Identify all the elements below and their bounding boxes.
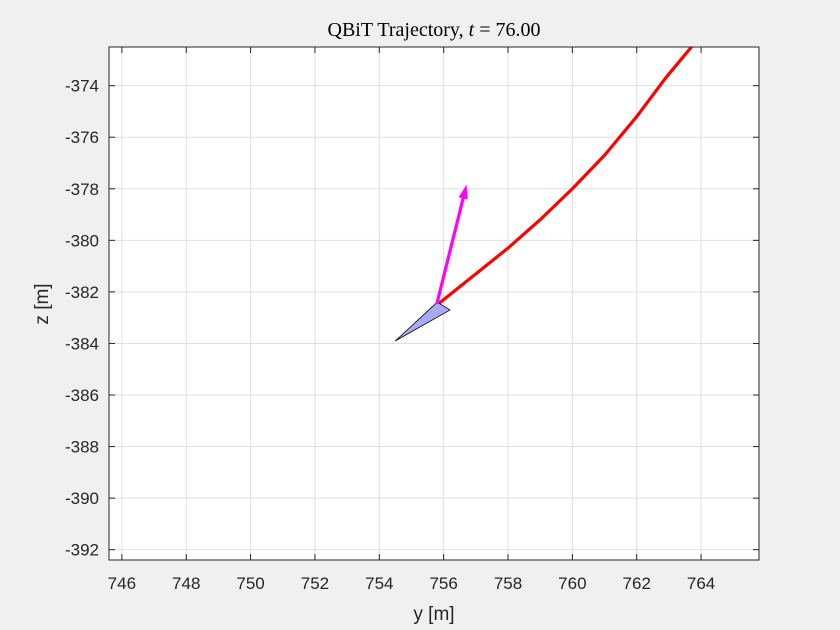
x-tick-label: 750 — [236, 574, 264, 593]
x-tick-label: 764 — [687, 574, 715, 593]
y-tick-label: -392 — [65, 541, 99, 560]
y-tick-label: -382 — [65, 283, 99, 302]
x-axis-label: y [m] — [413, 604, 454, 625]
y-tick-label: -376 — [65, 128, 99, 147]
vehicle-marker — [394, 301, 451, 342]
x-tick-label: 758 — [494, 574, 522, 593]
title-prefix: QBiT Trajectory, — [328, 19, 469, 41]
x-tick-label: 748 — [172, 574, 200, 593]
x-tick-label: 752 — [301, 574, 329, 593]
clipped-data — [394, 47, 694, 342]
x-tick-label: 760 — [558, 574, 586, 593]
y-tick-label: -380 — [65, 231, 99, 250]
chart-title: QBiT Trajectory, t = 76.00 — [328, 19, 541, 41]
data-layer — [394, 47, 694, 342]
y-axis-label: z [m] — [32, 283, 53, 324]
y-tick-label: -388 — [65, 438, 99, 457]
y-tick-label: -384 — [65, 334, 99, 353]
y-tick-label: -374 — [65, 77, 99, 96]
x-tick-label: 754 — [365, 574, 393, 593]
plot-area — [109, 47, 759, 560]
x-tick-label: 762 — [623, 574, 651, 593]
axis-ticks — [109, 47, 759, 560]
heading-arrow-head — [458, 184, 468, 200]
heading-arrow-shaft — [435, 196, 465, 304]
trajectory-line — [438, 47, 694, 304]
x-tick-labels: 746 748 750 752 754 756 758 760 762 764 — [108, 574, 716, 593]
y-tick-label: -386 — [65, 386, 99, 405]
title-equals: = — [474, 19, 495, 41]
title-value: 76.00 — [495, 19, 540, 41]
y-tick-label: -390 — [65, 489, 99, 508]
x-tick-label: 756 — [429, 574, 457, 593]
plot-border — [108, 46, 760, 561]
title-variable: t — [469, 19, 475, 41]
y-tick-labels: -374 -376 -378 -380 -382 -384 -386 -388 -390 -392 — [65, 77, 99, 560]
y-tick-label: -378 — [65, 180, 99, 199]
grid-lines — [109, 47, 759, 560]
x-tick-label: 746 — [108, 574, 136, 593]
